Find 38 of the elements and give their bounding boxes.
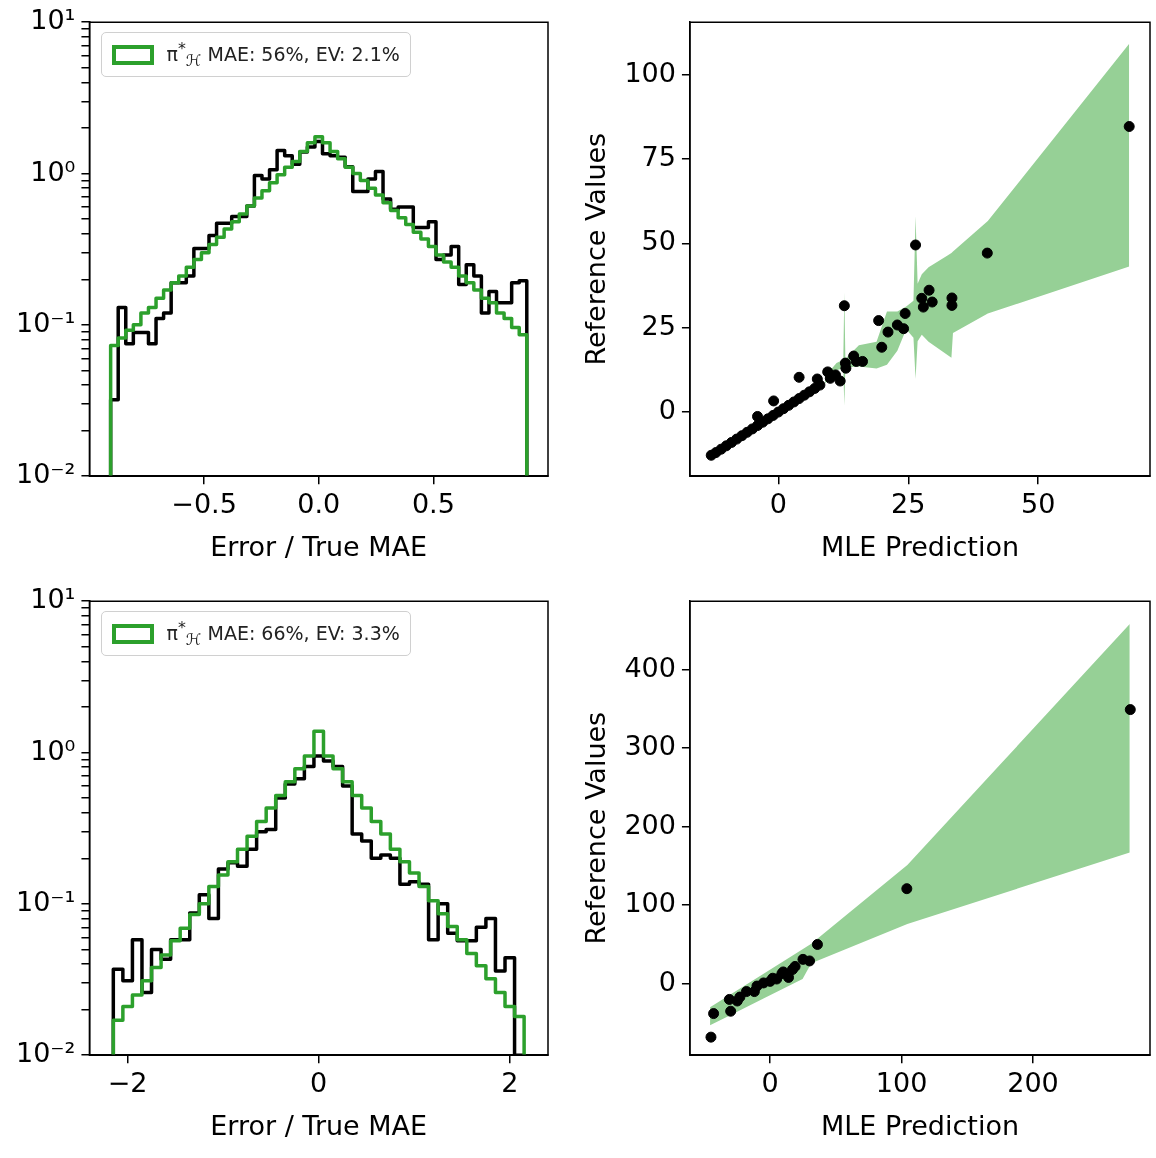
x-tick-label: 25 [891,488,926,520]
y-tick-label: 10⁻¹ [15,306,76,338]
y-tick-label: 200 [624,808,676,840]
y-tick-label: 10¹ [30,583,76,615]
y-tick-label: 300 [624,730,676,762]
y-tick-label: 10⁰ [30,734,76,766]
y-tick-label: 100 [624,887,676,919]
y-tick-label: 400 [624,651,676,683]
y-tick-label: 75 [641,140,676,172]
x-tick-label: 2 [501,1067,519,1099]
y-tick-label: 0 [658,394,676,426]
x-tick-label: 0 [769,488,787,520]
x-tick-label: 50 [1021,488,1056,520]
x-tick-label: 0.0 [297,488,341,520]
x-tick-label: 0 [761,1067,779,1099]
x-tick-label: −0.5 [171,488,237,520]
y-tick-label: 25 [641,309,676,341]
y-tick-label: 50 [641,225,676,257]
x-tick-label: 0.5 [411,488,455,520]
x-axis-title: MLE Prediction [820,1109,1020,1141]
y-tick-label: 0 [658,965,676,997]
x-axis-title: Error / True MAE [210,530,428,562]
y-tick-label: 10⁰ [30,155,76,187]
y-tick-label: 100 [624,56,676,88]
x-axis-title: Error / True MAE [210,1109,428,1141]
y-tick-label: 10⁻² [15,1037,76,1069]
y-tick-label: 10⁻¹ [15,885,76,917]
x-tick-label: 200 [1007,1067,1059,1099]
x-tick-label: 100 [875,1067,928,1099]
y-axis-title: Reference Values [580,711,612,945]
y-tick-label: 10⁻² [15,458,76,490]
legend-label: π$^{*}$$_{ℋ}$ MAE: 56%, EV: 2.1% [166,39,400,71]
y-tick-label: 10¹ [30,4,76,36]
legend-label: π$^{*}$$_{ℋ}$ MAE: 66%, EV: 3.3% [166,618,400,650]
y-axis-title: Reference Values [580,132,612,366]
x-axis-title: MLE Prediction [820,530,1020,562]
x-tick-label: −2 [107,1067,148,1099]
x-tick-label: 0 [310,1067,328,1099]
